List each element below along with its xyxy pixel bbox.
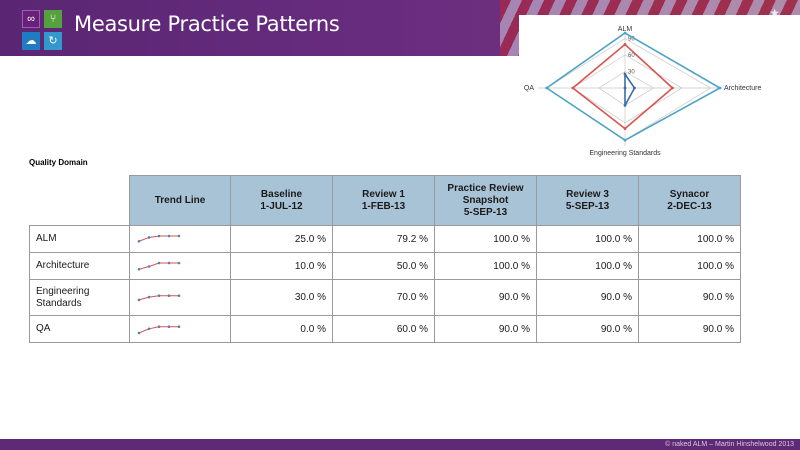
- value-cell: 100.0 %: [638, 225, 741, 253]
- domain-cell: ALM: [29, 225, 130, 253]
- radar-axis-label: ALM: [618, 26, 633, 33]
- radar-tick-label: 60: [628, 53, 635, 59]
- value-cell: 79.2 %: [332, 225, 435, 253]
- column-header: Review 1 1-FEB-13: [332, 175, 435, 226]
- value-cell: 90.0 %: [638, 315, 741, 343]
- value-cell: 100.0 %: [434, 225, 537, 253]
- radar-tick-label: 90: [628, 37, 635, 43]
- copyright-text: © naked ALM – Martin Hinshelwood 2013: [665, 441, 794, 448]
- table-row: ALM 25.0 % 79.2 % 100.0 % 100.0 % 100.0 %: [29, 225, 741, 253]
- star-icon: ★: [769, 6, 780, 20]
- value-cell: 70.0 %: [332, 279, 435, 316]
- sparkline-point: [177, 234, 181, 238]
- value-cell: 60.0 %: [332, 315, 435, 343]
- footer-bar: © naked ALM – Martin Hinshelwood 2013: [0, 439, 800, 450]
- sparkline-point: [167, 234, 171, 238]
- column-header: Baseline 1-JUL-12: [230, 175, 333, 226]
- column-header: Synacor 2-DEC-13: [638, 175, 741, 226]
- value-cell: 90.0 %: [434, 315, 537, 343]
- value-cell: 100.0 %: [536, 252, 639, 280]
- page-title: Measure Practice Patterns: [74, 12, 340, 36]
- radar-chart-svg: 30 60 90 ALM Architecture Engineering Standar…: [524, 26, 762, 157]
- sparkline-point: [137, 331, 141, 335]
- domain-cell: Architecture: [29, 252, 130, 280]
- radar-point: [571, 86, 575, 90]
- table-row: QA 0.0 % 60.0 % 90.0 % 90.0 % 90.0 %: [29, 315, 741, 343]
- table-row: Architecture 10.0 % 50.0 % 100.0 % 100.0 % 10…: [29, 252, 741, 280]
- radar-point: [623, 127, 627, 130]
- sparkline-point: [137, 239, 141, 243]
- sparkline: [137, 261, 181, 271]
- quality-table: Trend Line Baseline 1-JUL-12 Review 1 1-FEB-…: [29, 175, 741, 343]
- radar-point: [623, 31, 627, 35]
- sparkline-point: [157, 261, 161, 265]
- value-cell: 90.0 %: [536, 279, 639, 316]
- cloud-icon: ☁: [22, 32, 40, 50]
- sparkline: [137, 325, 181, 335]
- value-cell: 50.0 %: [332, 252, 435, 280]
- sparkline-point: [167, 293, 171, 297]
- trend-cell: [129, 252, 231, 280]
- radar-axis-label: Architecture: [724, 85, 761, 92]
- sparkline-point: [147, 236, 151, 239]
- sparkline-point: [177, 293, 181, 297]
- visual-studio-icon: ∞: [22, 10, 40, 28]
- sparkline-point: [167, 325, 171, 328]
- sparkline-point: [177, 261, 181, 265]
- radar-point: [623, 72, 627, 76]
- value-cell: 90.0 %: [536, 315, 639, 343]
- sparkline-point: [147, 327, 151, 331]
- sparkline-point: [177, 325, 181, 328]
- sparkline-point: [147, 265, 151, 268]
- trend-cell: [129, 279, 231, 316]
- column-header: Practice Review Snapshot 5-SEP-13: [434, 175, 537, 226]
- radar-point: [633, 86, 636, 90]
- product-logos: ∞ ⑂ ☁ ↻: [22, 10, 62, 50]
- sparkline-point: [137, 268, 141, 271]
- header-blank-cell: [29, 175, 130, 226]
- radar-axis-label: Engineering Standards: [589, 150, 661, 157]
- value-cell: 100.0 %: [434, 252, 537, 280]
- radar-point: [623, 138, 627, 142]
- radar-point: [623, 104, 627, 107]
- value-cell: 90.0 %: [434, 279, 537, 316]
- sparkline-point: [167, 261, 171, 265]
- radar-axis-label: QA: [524, 85, 534, 92]
- sparkline: [137, 234, 181, 243]
- radar-point: [671, 86, 674, 90]
- radar-point: [623, 86, 627, 90]
- sparkline-point: [157, 234, 161, 238]
- sparkline-point: [157, 293, 161, 297]
- column-header: Review 3 5-SEP-13: [536, 175, 639, 226]
- value-cell: 100.0 %: [536, 225, 639, 253]
- sync-icon: ↻: [44, 32, 62, 50]
- radar-chart: 30 60 90 ALM Architecture Engineering Standar…: [519, 15, 800, 165]
- radar-grid-ring: [572, 54, 683, 124]
- value-cell: 25.0 %: [230, 225, 333, 253]
- table-row: Engineering Standards 30.0 % 70.0 % 90.0 % 90…: [29, 279, 741, 316]
- value-cell: 100.0 %: [638, 252, 741, 280]
- table-header-row: Trend Line Baseline 1-JUL-12 Review 1 1-FEB-…: [29, 175, 741, 226]
- sparkline-point: [157, 325, 161, 328]
- sparkline-point: [137, 298, 141, 301]
- section-label: Quality Domain: [29, 158, 88, 167]
- domain-cell: QA: [29, 315, 130, 343]
- value-cell: 90.0 %: [638, 279, 741, 316]
- trend-cell: [129, 225, 231, 253]
- value-cell: 10.0 %: [230, 252, 333, 280]
- value-cell: 0.0 %: [230, 315, 333, 343]
- sparkline: [137, 293, 181, 301]
- sparkline-point: [147, 295, 151, 298]
- radar-point: [545, 86, 549, 90]
- trend-cell: [129, 315, 231, 343]
- radar-tick-label: 30: [628, 70, 635, 76]
- radar-point: [718, 86, 722, 90]
- column-header: Trend Line: [129, 175, 231, 226]
- domain-cell: Engineering Standards: [29, 279, 130, 316]
- value-cell: 30.0 %: [230, 279, 333, 316]
- radar-point: [623, 43, 627, 46]
- branch-icon: ⑂: [44, 10, 62, 28]
